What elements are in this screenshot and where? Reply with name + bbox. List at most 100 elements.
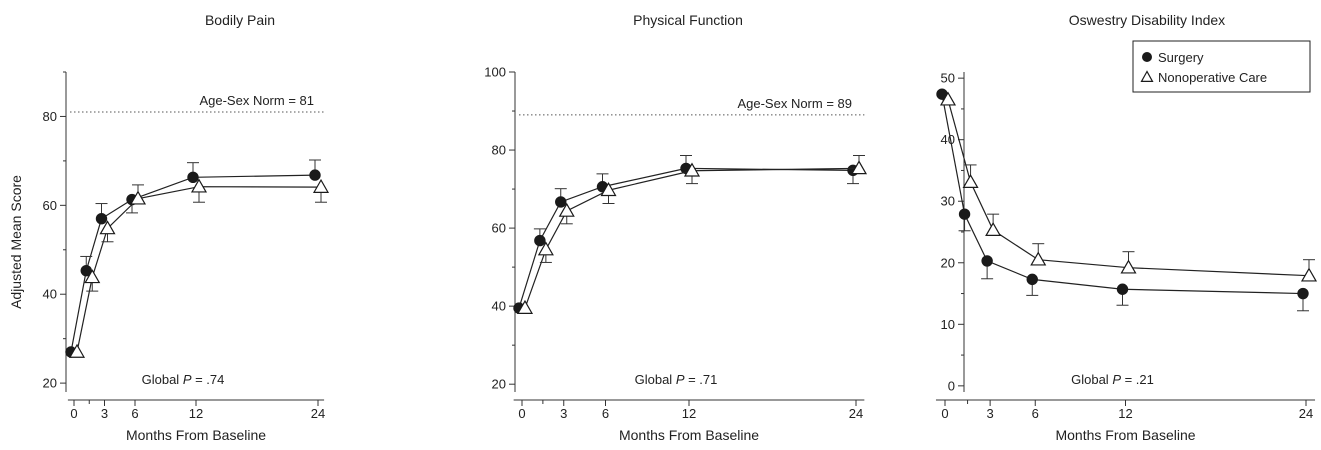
x-tick-label: 6 (131, 406, 138, 421)
data-point-nonoperative (850, 160, 868, 175)
series-line-triangle (524, 167, 860, 309)
series-triangle (516, 155, 868, 314)
legend-label: Surgery (1158, 50, 1204, 65)
y-tick-label: 60 (43, 198, 57, 213)
panel-2: Oswestry Disability Index 0 10 20 30 40 50 0 3 6 1… (935, 12, 1318, 443)
y-tick-label: 100 (484, 65, 506, 80)
data-point-surgery (534, 234, 546, 247)
panel-1: Physical Function 20 40 60 80 100 0 3 6 12 24 Month… (484, 12, 868, 443)
data-point-surgery (95, 212, 108, 225)
global-p-symbol: P (183, 372, 192, 387)
series-line-circle (70, 174, 316, 353)
y-tick-label: 40 (43, 287, 57, 302)
x-tick-label: 12 (682, 406, 696, 421)
data-point-nonoperative (985, 221, 1002, 237)
global-p-value: = .74 (191, 372, 224, 387)
y-tick-label: 20 (492, 377, 506, 392)
series-circle (936, 88, 1309, 312)
global-p-symbol: P (1112, 372, 1121, 387)
data-point-nonoperative (68, 343, 86, 358)
global-p-annotation: Global P = .71 (635, 372, 718, 387)
series-triangle (939, 91, 1318, 282)
legend-marker-circle (1142, 52, 1152, 62)
series-circle (513, 155, 859, 314)
x-tick-label: 24 (849, 406, 863, 421)
data-point-nonoperative (312, 178, 330, 193)
x-tick-label: 6 (1032, 406, 1039, 421)
series-line-triangle (947, 99, 1310, 277)
legend: Surgery Nonoperative Care (1132, 40, 1311, 93)
series-triangle (68, 178, 330, 358)
global-p-annotation: Global P = .21 (1071, 372, 1154, 387)
y-tick-label: 0 (948, 378, 955, 393)
x-tick-label: 6 (602, 406, 609, 421)
global-p-prefix: Global (635, 372, 676, 387)
y-axis-title: Adjusted Mean Score (8, 175, 24, 309)
data-point-surgery (309, 169, 321, 181)
x-tick-label: 0 (941, 406, 948, 421)
global-p-prefix: Global (142, 372, 183, 387)
y-tick-label: 10 (941, 317, 955, 332)
data-point-nonoperative (1030, 251, 1047, 266)
x-axis-title: Months From Baseline (126, 427, 266, 443)
data-point-surgery (187, 171, 199, 184)
panel-0: Bodily Pain 20 40 60 80 0 3 6 12 24 Months From Ba… (8, 12, 330, 443)
global-p-prefix: Global (1071, 372, 1112, 387)
data-point-surgery (981, 255, 993, 267)
data-point-nonoperative (129, 190, 147, 205)
data-point-surgery (958, 208, 971, 220)
x-tick-label: 12 (189, 406, 203, 421)
x-tick-label: 12 (1118, 406, 1132, 421)
data-point-surgery (1116, 283, 1129, 295)
panel-title: Bodily Pain (205, 12, 275, 28)
norm-label: Age-Sex Norm = 89 (737, 96, 852, 111)
y-tick-label: 80 (492, 143, 506, 158)
data-point-nonoperative (516, 299, 534, 314)
data-point-nonoperative (683, 162, 701, 177)
x-axis-title: Months From Baseline (1055, 427, 1195, 443)
x-tick-label: 0 (518, 406, 525, 421)
panel-title: Physical Function (633, 12, 743, 28)
y-tick-label: 40 (492, 299, 506, 314)
y-tick-label: 40 (941, 132, 955, 147)
y-tick-label: 50 (941, 71, 955, 86)
x-tick-label: 0 (70, 406, 77, 421)
data-point-surgery (555, 196, 567, 208)
data-point-surgery (1026, 273, 1038, 286)
data-point-surgery (1297, 287, 1309, 300)
data-point-nonoperative (558, 202, 575, 217)
data-point-nonoperative (1120, 259, 1137, 274)
data-point-nonoperative (939, 91, 957, 106)
series-line-circle (518, 167, 854, 309)
data-point-nonoperative (190, 178, 208, 193)
global-p-annotation: Global P = .74 (142, 372, 225, 387)
y-tick-label: 20 (43, 376, 57, 391)
global-p-value: = .21 (1121, 372, 1154, 387)
legend-label: Nonoperative Care (1158, 70, 1267, 85)
legend-box (1132, 40, 1311, 93)
panel-title: Oswestry Disability Index (1069, 12, 1225, 28)
data-point-nonoperative (99, 220, 116, 235)
data-point-nonoperative (537, 241, 554, 256)
x-tick-label: 3 (560, 406, 567, 421)
legend-marker-triangle (1140, 70, 1154, 83)
x-tick-label: 24 (311, 406, 325, 421)
data-point-nonoperative (1300, 267, 1318, 282)
y-tick-label: 20 (941, 255, 955, 270)
norm-label: Age-Sex Norm = 81 (199, 93, 314, 108)
global-p-value: = .71 (684, 372, 717, 387)
data-point-nonoperative (84, 269, 101, 284)
series-line-circle (941, 94, 1304, 295)
global-p-symbol: P (676, 372, 685, 387)
y-tick-label: 80 (43, 109, 57, 124)
series-line-triangle (76, 186, 322, 353)
x-tick-label: 24 (1299, 406, 1313, 421)
y-tick-label: 60 (492, 221, 506, 236)
x-tick-label: 3 (987, 406, 994, 421)
data-point-nonoperative (600, 182, 617, 197)
data-point-nonoperative (962, 173, 979, 189)
y-tick-label: 30 (941, 194, 955, 209)
x-axis-title: Months From Baseline (619, 427, 759, 443)
